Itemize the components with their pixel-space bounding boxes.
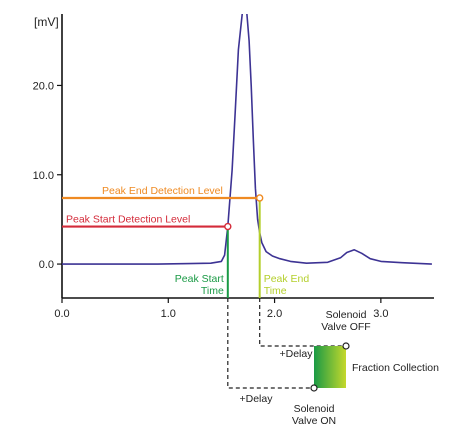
marker-dot-peak-end [255, 194, 264, 202]
valve-on-label: Valve ON [292, 415, 336, 427]
fraction-collection-label: Fraction Collection [352, 362, 439, 374]
valve-off-label: Valve OFF [321, 321, 370, 333]
y-axis-label: [mV] [34, 15, 59, 29]
marker-label-peak-end: Peak End [264, 273, 310, 285]
x-tick-label: 2.0 [267, 308, 282, 320]
y-tick-label: 20.0 [33, 80, 54, 92]
valve-off-label: Solenoid [326, 309, 367, 321]
delay-path-on [227, 298, 314, 389]
y-tick-label: 10.0 [33, 170, 54, 182]
valve-on-dot [310, 384, 318, 392]
level-label-start: Peak Start Detection Level [66, 214, 190, 226]
fraction-collection-bar [314, 346, 346, 388]
marker-label-peak-start: Peak Start [175, 273, 224, 285]
marker-label-peak-start: Time [201, 285, 224, 297]
x-tick-label: 0.0 [54, 308, 69, 320]
level-label-end: Peak End Detection Level [102, 185, 223, 197]
marker-label-peak-end: Time [264, 285, 287, 297]
chromatogram-trace [62, 14, 432, 265]
delay-on-label: +Delay [240, 393, 274, 405]
delay-off-label: +Delay [280, 348, 314, 360]
marker-dot-peak-start [224, 222, 232, 231]
y-tick-label: 0.0 [39, 259, 54, 271]
x-tick-label: 3.0 [373, 308, 388, 320]
x-tick-label: 1.0 [161, 308, 176, 320]
valve-off-dot [342, 342, 350, 350]
valve-on-label: Solenoid [294, 403, 335, 415]
